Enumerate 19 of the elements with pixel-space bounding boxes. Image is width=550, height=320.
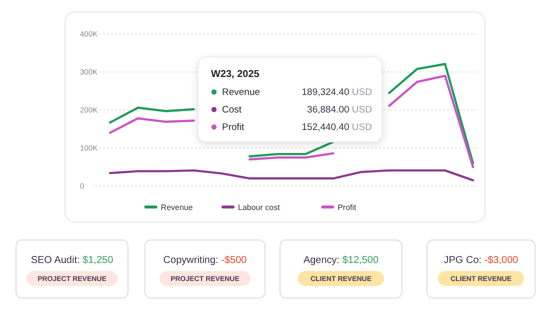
annotation: Revenue [222, 87, 260, 98]
legend-label: Profit [338, 202, 358, 212]
annotation: Cost [222, 104, 242, 116]
legend-label: Revenue [160, 202, 194, 212]
line-series [108, 169, 474, 182]
text: $12,500 [342, 255, 379, 266]
annotation: 189,324.40 USD [302, 87, 372, 98]
text: $1,250 [82, 255, 114, 266]
text: -$500 [221, 255, 248, 266]
text: SEO Audit: [30, 255, 83, 266]
annotation: W23, 2025 [211, 69, 260, 80]
text: JPG Co: [444, 255, 484, 266]
text: -$3,000 [484, 255, 519, 266]
annotation: Profit [222, 122, 245, 133]
annotation: 36,884.00 USD [307, 104, 372, 116]
text: Copywriting: [163, 255, 222, 266]
text: Agency: [303, 255, 342, 266]
annotation: 152,440.40 USD [302, 122, 372, 133]
legend-label: Labour cost [238, 202, 281, 212]
